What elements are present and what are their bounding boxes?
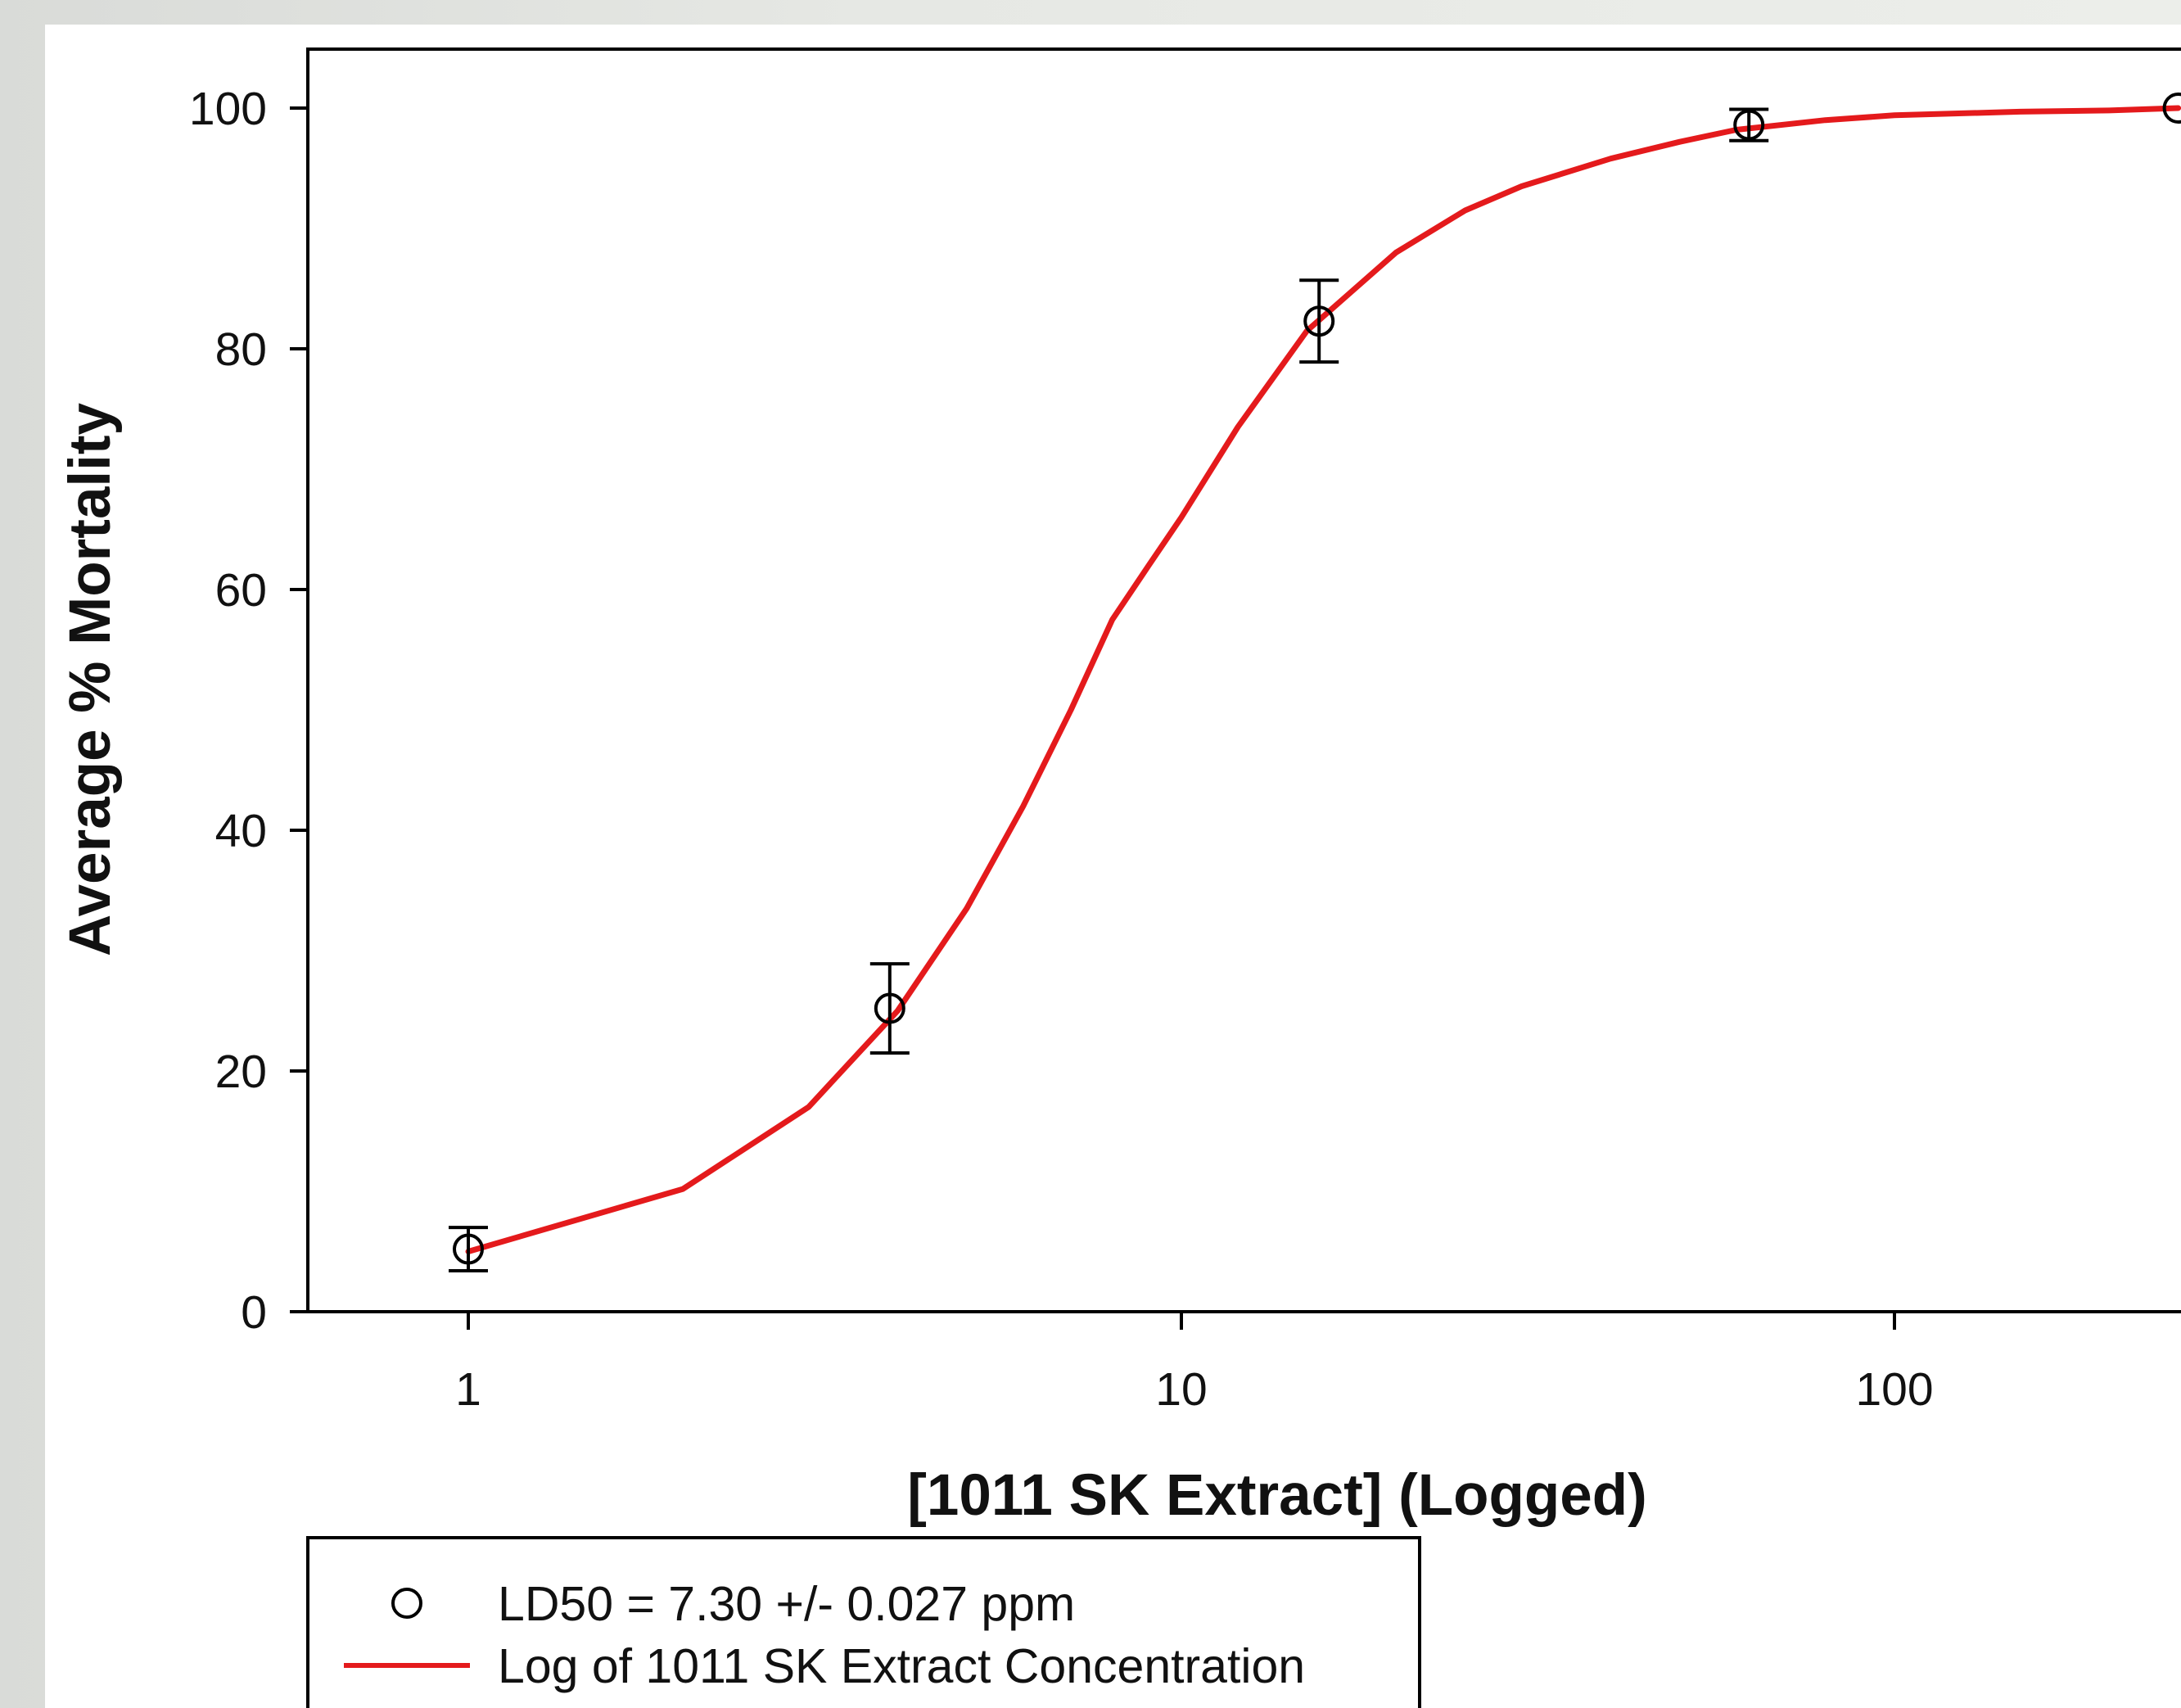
x-axis: 1 10 100 xyxy=(455,1312,1934,1416)
legend-marker-circle xyxy=(391,1588,422,1619)
chart-panel xyxy=(45,25,2181,1708)
y-tick-label: 80 xyxy=(215,323,267,376)
data-point xyxy=(1733,109,1765,141)
data-point xyxy=(874,992,905,1024)
y-tick-label: 60 xyxy=(215,564,267,617)
plot-frame xyxy=(306,47,2181,1313)
data-point xyxy=(2162,93,2181,124)
x-tick-label: 10 xyxy=(1155,1363,1207,1416)
plot-area xyxy=(306,47,2181,1313)
y-axis-title: Average % Mortality xyxy=(58,402,123,956)
y-tick-label: 100 xyxy=(189,83,267,135)
legend-box xyxy=(306,1536,1421,1708)
legend-label-points: LD50 = 7.30 +/- 0.027 ppm xyxy=(498,1577,1075,1631)
x-tick-label: 1 xyxy=(455,1363,481,1416)
legend: LD50 = 7.30 +/- 0.027 ppm Log of 1011 SK… xyxy=(306,1536,1421,1708)
series-layer xyxy=(449,93,2181,1273)
x-tick-label: 100 xyxy=(1855,1363,1933,1416)
data-point xyxy=(1303,305,1335,337)
y-tick-label: 0 xyxy=(241,1286,267,1339)
legend-label-fit-line: Log of 1011 SK Extract Concentration xyxy=(498,1639,1305,1693)
y-tick-label: 20 xyxy=(215,1046,267,1098)
y-tick-label: 40 xyxy=(215,805,267,857)
y-axis: 0 20 40 60 80 100 xyxy=(189,83,308,1339)
x-axis-title: [1011 SK Extract] (Logged) xyxy=(907,1463,1646,1528)
data-point xyxy=(453,1233,484,1265)
